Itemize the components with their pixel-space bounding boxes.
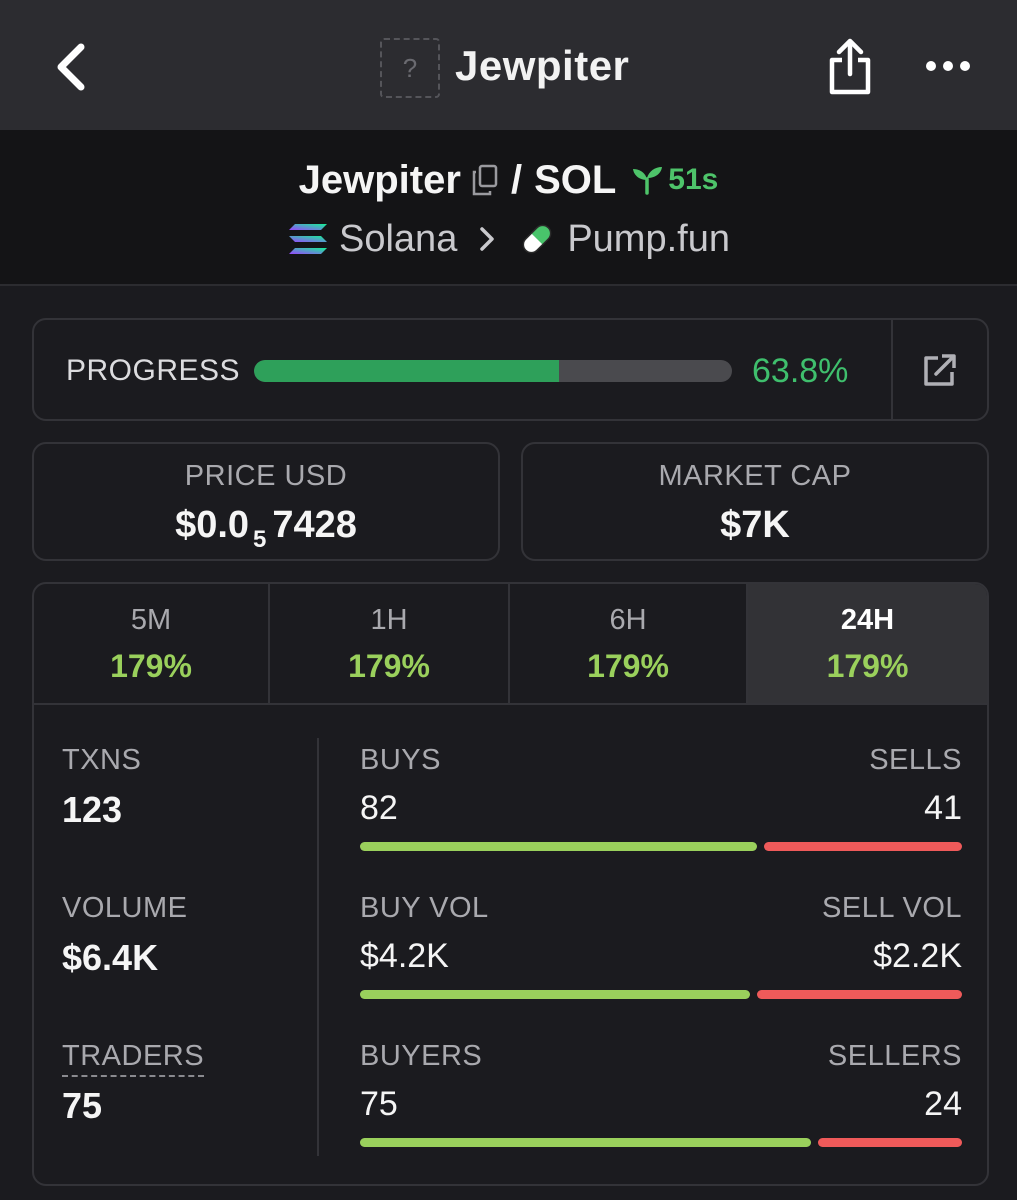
open-external-button[interactable]: [910, 348, 970, 392]
progress-bar-fill: [254, 360, 559, 382]
market-cap-value: $7K: [720, 504, 790, 546]
pill-icon: [522, 224, 552, 254]
buyers-sellers-bar: [360, 1138, 962, 1147]
column-divider: [317, 738, 319, 1156]
volume-split: BUY VOL SELL VOL $4.2K $2.2K: [360, 892, 962, 999]
buy-vol-value: $4.2K: [360, 937, 449, 975]
tab-5m[interactable]: 5M 179%: [34, 584, 270, 703]
pair-header: Jewpiter / SOL 51s: [0, 130, 1017, 286]
progress-value: 63.8%: [752, 352, 849, 390]
traders-stat: TRADERS 75: [62, 1040, 205, 1127]
tab-24h[interactable]: 24H 179%: [748, 584, 987, 703]
pair-age: 51s: [668, 163, 719, 196]
share-button[interactable]: [820, 32, 880, 102]
progress-label: PROGRESS: [66, 354, 241, 387]
more-dot-icon: [926, 61, 936, 71]
chevron-right-icon: [479, 226, 495, 252]
sellers-value: 24: [924, 1085, 962, 1123]
progress-bar: [254, 360, 732, 382]
price-usd-value: $0.0 5 7428: [34, 504, 498, 553]
token-thumbnail: ?: [380, 38, 440, 98]
bonding-progress-card: PROGRESS 63.8%: [32, 318, 989, 421]
txns-value: 123: [62, 789, 123, 830]
price-digits: 7428: [272, 504, 357, 546]
chain-breadcrumb: Solana Pump.fun: [0, 214, 1017, 264]
buyers-value: 75: [360, 1085, 398, 1123]
tab-label: 6H: [609, 604, 647, 636]
price-zero-count: 5: [253, 526, 267, 553]
external-link-icon: [924, 354, 956, 386]
tab-label: 1H: [370, 604, 408, 636]
divider: [891, 320, 893, 419]
thumbnail-placeholder: ?: [402, 52, 418, 83]
share-icon: [829, 38, 871, 95]
tab-change: 179%: [348, 648, 430, 684]
solana-icon: [289, 224, 327, 254]
sell-bar: [763, 842, 962, 851]
buys-sells-bar: [360, 842, 962, 851]
market-cap-card: MARKET CAP $7K: [521, 442, 989, 561]
buy-bar: [360, 990, 751, 999]
sellers-label: SELLERS: [827, 1040, 962, 1072]
sell-bar: [757, 990, 962, 999]
pair-quote-token: SOL: [534, 157, 617, 202]
tab-1h[interactable]: 1H 179%: [270, 584, 510, 703]
tab-label: 24H: [840, 604, 895, 636]
copy-address-button[interactable]: [471, 164, 499, 196]
volume-stat: VOLUME $6.4K: [62, 892, 187, 979]
sells-label: SELLS: [869, 744, 962, 776]
buyers-sellers-split: BUYERS SELLERS 75 24: [360, 1040, 962, 1147]
chevron-left-icon: [57, 43, 85, 91]
buy-bar: [360, 842, 757, 851]
timeframe-tabs: 5M 179% 1H 179% 6H 179% 24H 179%: [34, 584, 987, 705]
volume-bar: [360, 990, 962, 999]
seedling-icon: [633, 167, 663, 195]
more-dot-icon: [960, 61, 970, 71]
buys-label: BUYS: [360, 744, 441, 776]
txns-stat: TXNS 123: [62, 744, 141, 831]
more-dot-icon: [943, 61, 953, 71]
chain-name[interactable]: Solana: [339, 217, 458, 260]
market-cap-label: MARKET CAP: [658, 460, 852, 492]
copy-icon: [472, 164, 498, 196]
price-usd-label: PRICE USD: [184, 460, 348, 492]
dex-name[interactable]: Pump.fun: [567, 217, 730, 260]
buyers-label: BUYERS: [360, 1040, 483, 1072]
page-title: Jewpiter: [455, 42, 630, 89]
txns-label: TXNS: [62, 744, 142, 776]
buy-vol-label: BUY VOL: [360, 892, 489, 924]
tab-change: 179%: [587, 648, 669, 684]
top-bar: ? Jewpiter: [0, 0, 1017, 130]
sell-vol-label: SELL VOL: [822, 892, 962, 924]
tab-label: 5M: [130, 604, 172, 636]
sell-bar: [817, 1138, 962, 1147]
price-prefix: $0.0: [175, 504, 250, 546]
traders-value: 75: [62, 1085, 103, 1126]
back-button[interactable]: [40, 34, 100, 100]
tab-change: 179%: [110, 648, 192, 684]
pair-age-badge: 51s: [630, 163, 718, 197]
pair-separator: /: [510, 157, 523, 202]
tab-change: 179%: [826, 648, 909, 684]
volume-value: $6.4K: [62, 937, 159, 978]
tab-6h[interactable]: 6H 179%: [510, 584, 748, 703]
pair-title: Jewpiter / SOL 51s: [0, 154, 1017, 206]
stats-panel: 5M 179% 1H 179% 6H 179% 24H 179% TXNS 12…: [32, 582, 989, 1186]
buys-sells-split: BUYS SELLS 82 41: [360, 744, 962, 851]
sell-vol-value: $2.2K: [873, 937, 962, 975]
sells-value: 41: [924, 789, 962, 827]
buys-value: 82: [360, 789, 398, 827]
traders-label[interactable]: TRADERS: [62, 1040, 205, 1077]
pair-base-token: Jewpiter: [298, 157, 461, 202]
price-usd-card: PRICE USD $0.0 5 7428: [32, 442, 500, 561]
buy-bar: [360, 1138, 811, 1147]
more-button[interactable]: [918, 40, 978, 92]
volume-label: VOLUME: [62, 892, 188, 924]
